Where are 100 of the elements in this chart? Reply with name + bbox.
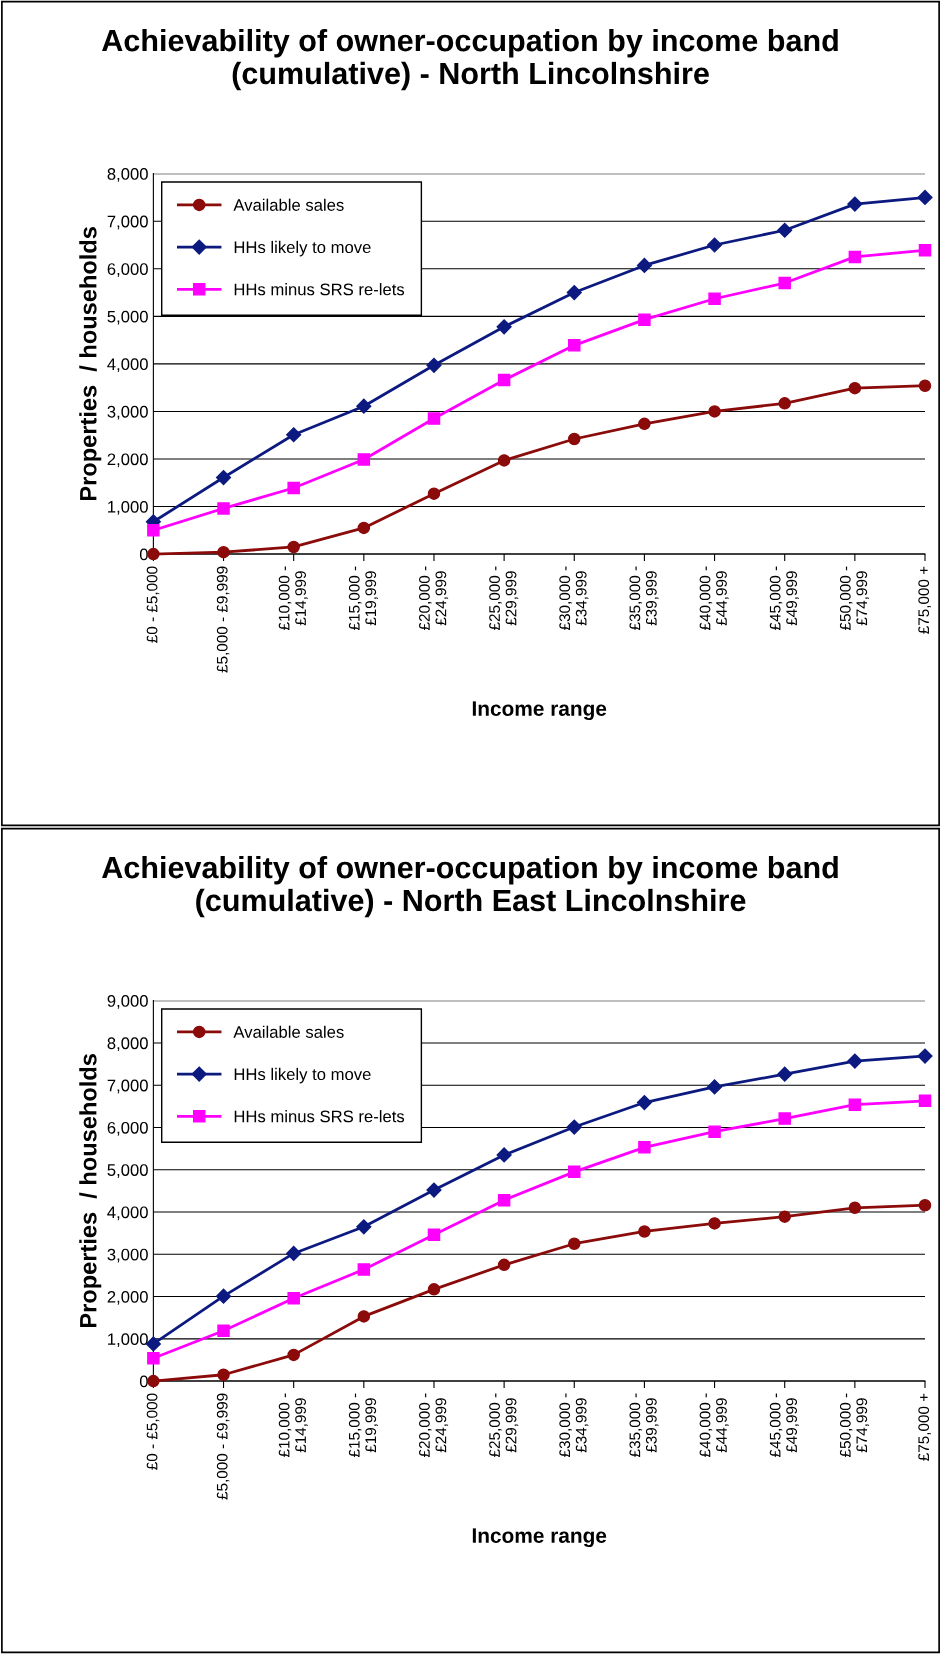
point [497,1193,511,1207]
legend-label: Available sales [233,1025,344,1038]
x-tick-label: £20,000 - £24,999 [419,566,449,631]
legend-label: HHs minus SRS re-lets [234,283,405,296]
point [918,243,932,257]
point [917,1048,933,1064]
point [847,1053,863,1069]
chart-title: Achievability of owner-occupation by income band (cumulative) - North Lincolnshire [102,28,838,91]
point [217,502,230,515]
y-tick-label: 0 [139,548,148,561]
x-axis-title: Income range [472,1528,607,1548]
x-tick-label: £30,000 - £34,999 [559,566,589,631]
point [287,1348,300,1362]
point [357,521,371,535]
x-tick-label: £10,000 - £14,999 [278,566,308,631]
point [356,1219,372,1235]
point [287,481,300,495]
point [778,1112,791,1125]
x-tick-label: £75,000 + [918,566,931,634]
x-tick-label: £50,000 - £74,999 [839,1393,869,1458]
point [427,1228,441,1242]
point [848,381,862,395]
x-tick-label: £15,000 - £19,999 [348,566,378,631]
x-tick-label: £35,000 - £39,999 [629,566,659,631]
point [638,313,651,326]
y-tick-label: 6,000 [107,1121,148,1136]
x-tick-label: £40,000 - £44,999 [699,1393,729,1458]
x-tick-label: £5,000 - £9,999 [216,566,230,673]
y-axis-title: Properties / households [79,1054,102,1328]
y-tick-label: 7,000 [107,1079,148,1094]
point [497,373,511,387]
y-tick-label: 8,000 [107,168,148,182]
point [286,427,302,443]
y-tick-label: 1,000 [108,500,148,515]
y-tick-label: 4,000 [107,358,148,373]
point [497,1258,511,1272]
point [918,1199,932,1212]
point [357,1263,371,1276]
y-tick-label: 9,000 [107,995,148,1009]
point [777,222,793,238]
x-tick-label: £40,000 - £44,999 [699,566,729,631]
point [566,1119,582,1135]
y-tick-label: 3,000 [107,1248,148,1263]
point [568,1165,581,1179]
point [147,1352,160,1365]
point [566,284,582,301]
point [568,1237,581,1250]
point [217,1368,230,1382]
x-tick-label: £15,000 - £19,999 [348,1393,378,1458]
point [427,1283,441,1296]
point [778,397,791,410]
point [217,545,230,559]
point [918,1094,932,1108]
chart-title: Achievability of owner-occupation by income band (cumulative) - North East Lincolnshire [102,855,838,918]
y-tick-label: 6,000 [107,263,148,277]
y-tick-label: 5,000 [107,310,148,325]
point [568,432,581,446]
point [147,547,160,561]
point [496,319,512,335]
x-tick-label: £45,000 - £49,999 [769,566,799,631]
x-tick-label: £25,000 - £29,999 [489,566,519,631]
point [848,1201,862,1215]
y-tick-label: 3,000 [107,405,148,420]
point [287,540,300,554]
x-axis-title: Income range [472,701,607,721]
legend-label: HHs likely to move [234,240,371,257]
point [568,339,581,352]
y-tick-label: 2,000 [107,453,148,468]
y-tick-label: 8,000 [107,1037,148,1052]
point [778,276,791,290]
point [777,1066,793,1082]
point [427,412,441,425]
point [708,405,721,418]
point [847,196,863,212]
x-tick-label: £45,000 - £49,999 [769,1393,799,1458]
x-tick-label: £35,000 - £39,999 [629,1393,659,1458]
point [636,257,652,274]
y-tick-label: 2,000 [107,1290,148,1305]
y-tick-label: 7,000 [107,215,148,230]
x-tick-label: £50,000 - £74,999 [839,566,869,631]
point [848,1098,862,1111]
point [778,1210,791,1223]
y-tick-label: 0 [139,1375,148,1388]
y-tick-label: 4,000 [107,1206,148,1221]
legend-label: Available sales [233,198,344,211]
point [217,1324,230,1338]
x-tick-label: £5,000 - £9,999 [216,1393,230,1500]
point [708,292,721,305]
point [848,250,862,264]
point [427,487,441,500]
point [917,189,933,206]
x-tick-label: £75,000 + [918,1393,931,1461]
point [918,379,932,393]
point [357,453,371,466]
y-axis-title: Properties / households [79,227,102,501]
point [287,1291,300,1305]
x-tick-label: £25,000 - £29,999 [489,1393,519,1458]
point [426,1182,442,1198]
x-tick-label: £10,000 - £14,999 [278,1393,308,1458]
point [357,1310,371,1323]
